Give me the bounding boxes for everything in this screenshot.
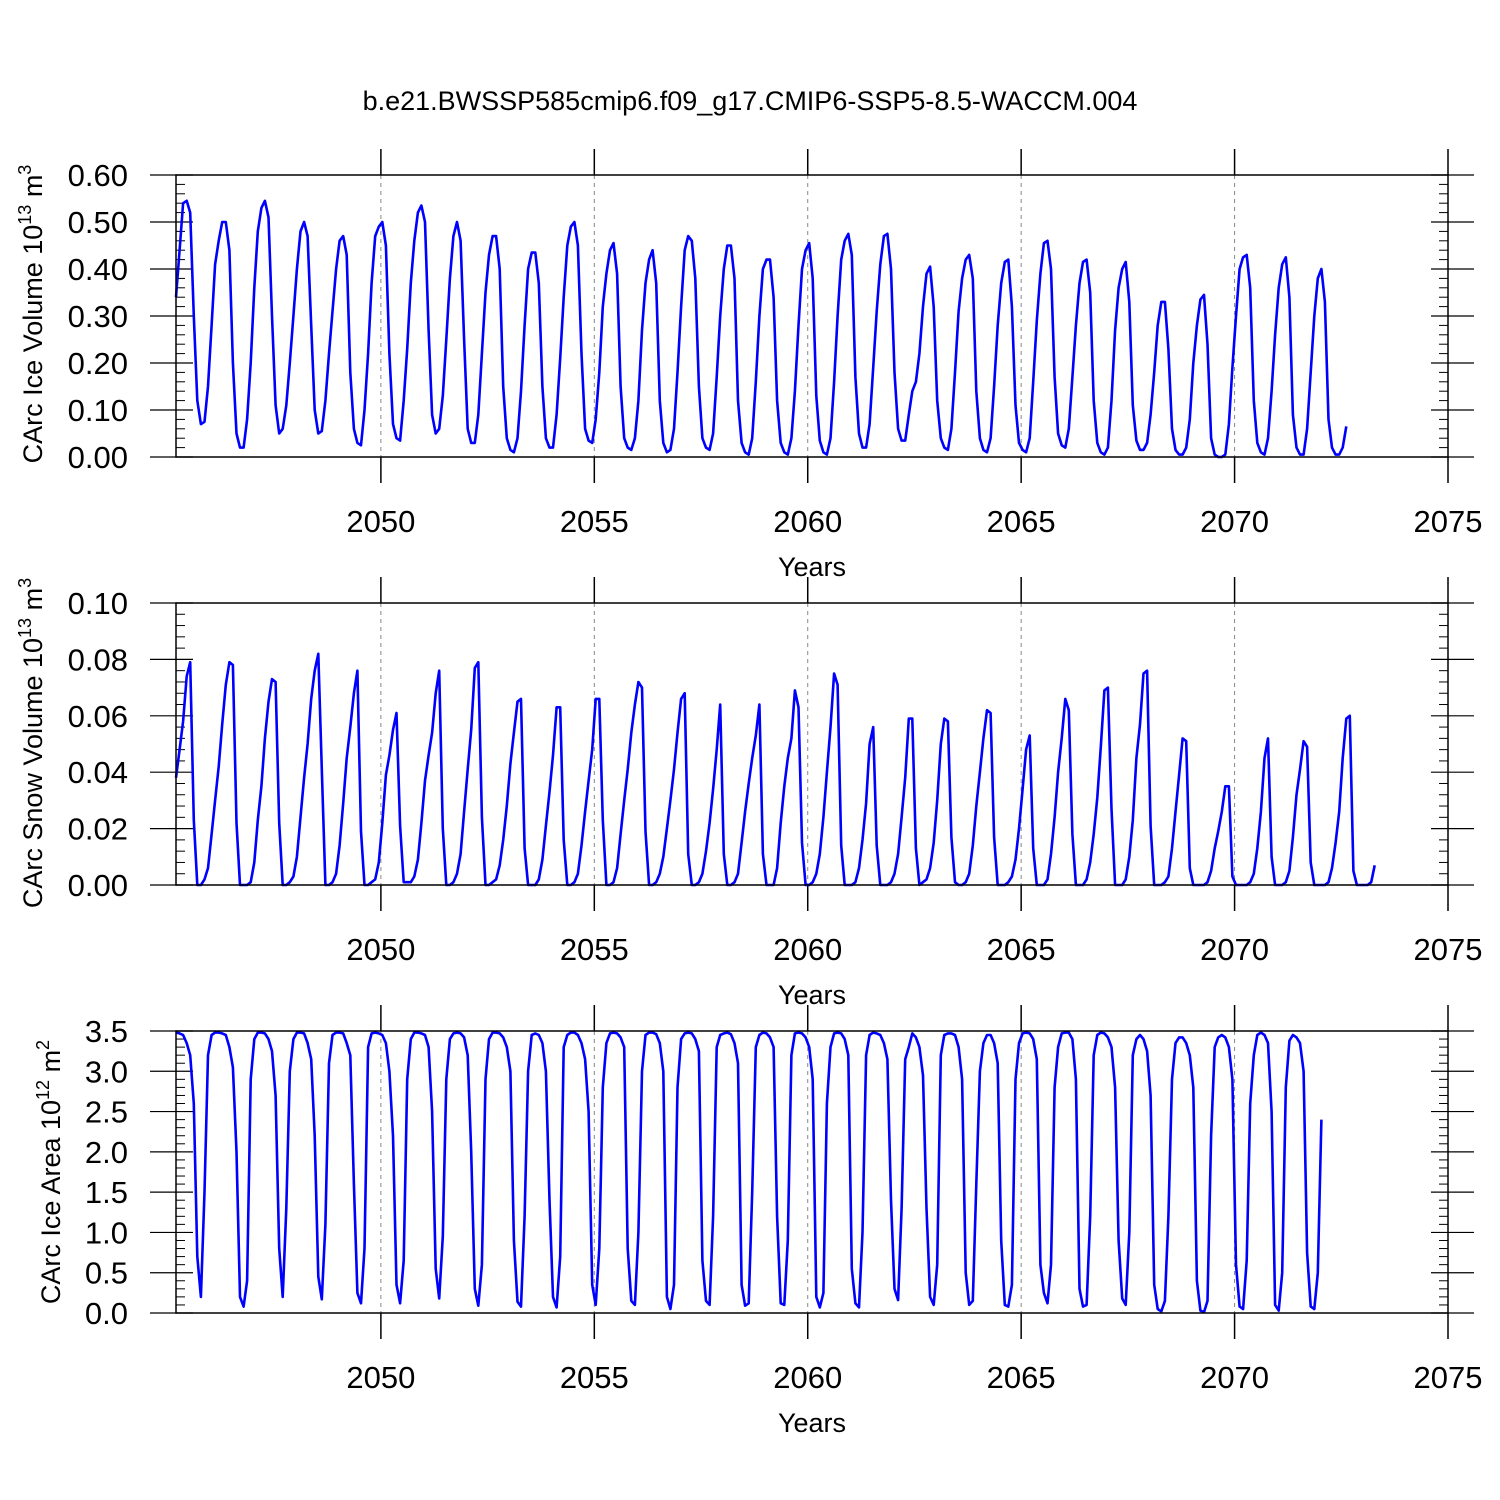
y-tick-label-snow-volume: 0.06 (68, 699, 128, 734)
x-tick-label-ice-volume: 2065 (987, 504, 1056, 539)
series-line-ice-area (175, 1031, 1323, 1314)
series-line-ice-volume (174, 199, 1348, 459)
y-tick-label-ice-volume: 0.10 (68, 393, 128, 428)
y-tick-label-ice-volume: 0.20 (68, 346, 128, 381)
y-axis-label-ice-area: CArc Ice Area 1012 m2 (33, 1040, 66, 1304)
x-tick-label-ice-area: 2070 (1200, 1360, 1269, 1395)
x-tick-label-ice-volume: 2060 (773, 504, 842, 539)
x-tick-label-snow-volume: 2070 (1200, 932, 1269, 967)
x-tick-label-ice-volume: 2055 (560, 504, 629, 539)
x-tick-label-snow-volume: 2055 (560, 932, 629, 967)
x-tick-label-ice-area: 2075 (1414, 1360, 1483, 1395)
ticks-ice-volume: 2050 2055 2060 2065 2070 2075 0.00 0.10 0.20 0.30… (68, 149, 1483, 539)
y-tick-label-ice-area: 1.0 (85, 1215, 128, 1250)
x-tick-label-snow-volume: 2060 (773, 932, 842, 967)
vertical-gridlines-ice-volume (380, 175, 1236, 457)
y-tick-label-ice-volume: 0.00 (68, 440, 128, 475)
panel-snow-volume: CArc Snow Volume 1013 m3 Years 2050 2055 2… (15, 577, 1482, 1010)
y-tick-label-ice-area: 1.5 (85, 1175, 128, 1210)
y-axis-label-ice-volume: CArc Ice Volume 1013 m3 (15, 165, 48, 464)
series-ice-area (175, 1031, 1323, 1314)
series-ice-volume (174, 199, 1348, 459)
x-tick-label-ice-volume: 2050 (346, 504, 415, 539)
plot-frame-ice-area (175, 1030, 1449, 1314)
vertical-gridlines-snow-volume (380, 603, 1236, 885)
y-tick-label-ice-volume: 0.50 (68, 205, 128, 240)
plot-frame-ice-volume (175, 174, 1449, 458)
x-tick-label-ice-volume: 2070 (1200, 504, 1269, 539)
y-tick-label-snow-volume: 0.10 (68, 586, 128, 621)
ticks-ice-area: 2050 2055 2060 2065 2070 2075 0.0 0.5 1.0 1.5 2.0 2… (85, 1005, 1483, 1395)
x-axis-label-ice-volume: Years (778, 552, 846, 582)
y-tick-label-ice-area: 3.5 (85, 1014, 128, 1049)
y-axis-label-snow-volume: CArc Snow Volume 1013 m3 (15, 578, 48, 908)
panel-ice-volume: CArc Ice Volume 1013 m3 Years 2050 2055 20… (15, 149, 1482, 582)
y-tick-label-ice-volume: 0.30 (68, 299, 128, 334)
y-tick-label-ice-area: 3.0 (85, 1054, 128, 1089)
series-line-snow-volume (174, 652, 1376, 887)
y-tick-label-snow-volume: 0.08 (68, 642, 128, 677)
x-tick-label-ice-area: 2055 (560, 1360, 629, 1395)
ticks-snow-volume: 2050 2055 2060 2065 2070 2075 0.00 0.02 0.04 0.06… (68, 577, 1483, 967)
y-tick-label-ice-volume: 0.40 (68, 252, 128, 287)
x-tick-label-ice-area: 2050 (346, 1360, 415, 1395)
y-tick-label-snow-volume: 0.04 (68, 755, 128, 790)
series-snow-volume (174, 652, 1376, 887)
y-tick-label-ice-area: 2.5 (85, 1095, 128, 1130)
x-tick-label-snow-volume: 2075 (1414, 932, 1483, 967)
vertical-gridlines-ice-area (380, 1031, 1236, 1313)
y-tick-label-ice-volume: 0.60 (68, 158, 128, 193)
y-tick-label-ice-area: 2.0 (85, 1135, 128, 1170)
y-tick-label-snow-volume: 0.02 (68, 812, 128, 847)
figure-title: b.e21.BWSSP585cmip6.f09_g17.CMIP6-SSP5-8… (363, 86, 1138, 116)
plot-frame-snow-volume (175, 602, 1449, 886)
x-tick-label-snow-volume: 2050 (346, 932, 415, 967)
y-tick-label-ice-area: 0.0 (85, 1296, 128, 1331)
x-axis-label-snow-volume: Years (778, 980, 846, 1010)
y-tick-label-snow-volume: 0.00 (68, 868, 128, 903)
x-tick-label-ice-area: 2065 (987, 1360, 1056, 1395)
x-tick-label-ice-area: 2060 (773, 1360, 842, 1395)
x-tick-label-snow-volume: 2065 (987, 932, 1056, 967)
x-axis-label-ice-area: Years (778, 1408, 846, 1438)
x-tick-label-ice-volume: 2075 (1414, 504, 1483, 539)
y-tick-label-ice-area: 0.5 (85, 1256, 128, 1291)
panel-ice-area: CArc Ice Area 1012 m2 Years 2050 2055 2060… (33, 1005, 1482, 1438)
